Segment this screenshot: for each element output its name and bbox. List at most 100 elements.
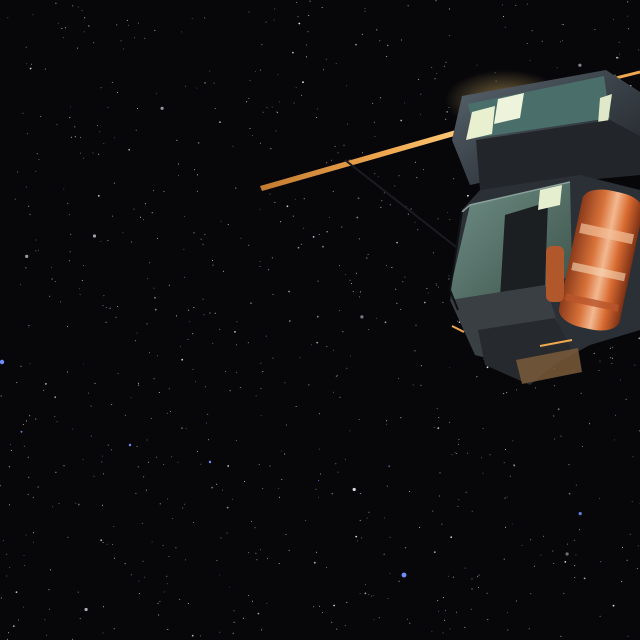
star-icon: [361, 537, 363, 539]
star-icon: [239, 387, 241, 388]
star-icon: [195, 381, 196, 383]
star-icon: [67, 536, 69, 538]
star-icon: [105, 321, 107, 323]
star-icon: [578, 511, 582, 516]
body-dark-slot: [500, 202, 548, 298]
star-icon: [204, 82, 206, 84]
star-icon: [138, 382, 140, 384]
star-icon: [258, 464, 260, 465]
star-icon: [333, 604, 335, 607]
star-icon: [266, 603, 268, 604]
star-icon: [436, 408, 438, 410]
star-icon: [0, 395, 2, 397]
star-icon: [563, 592, 565, 594]
star-icon: [535, 387, 537, 389]
star-icon: [268, 269, 270, 271]
star-icon: [464, 567, 466, 569]
foil-tank: [558, 189, 640, 331]
star-icon: [27, 456, 29, 458]
star-icon: [573, 539, 575, 541]
star-icon: [341, 226, 343, 228]
star-icon: [107, 444, 109, 446]
star-icon: [326, 162, 328, 164]
star-icon: [271, 106, 273, 108]
star-icon: [437, 600, 439, 602]
star-icon: [386, 56, 388, 57]
star-icon: [337, 375, 339, 377]
star-icon: [562, 24, 564, 26]
star-icon: [29, 214, 31, 216]
star-icon: [144, 576, 146, 578]
star-icon: [368, 593, 370, 595]
star-icon: [634, 364, 636, 366]
star-icon: [553, 562, 555, 564]
star-icon: [277, 112, 278, 114]
star-icon: [302, 81, 304, 84]
star-icon: [200, 635, 201, 637]
star-icon: [621, 581, 623, 583]
star-icon: [380, 207, 382, 209]
star-icon: [44, 68, 46, 70]
star-icon: [79, 152, 81, 154]
star-icon: [57, 22, 59, 24]
star-icon: [303, 198, 305, 200]
star-icon: [25, 254, 29, 258]
star-icon: [489, 454, 491, 456]
star-icon: [135, 492, 137, 494]
star-icon: [503, 558, 505, 560]
star-icon: [471, 588, 473, 590]
star-icon: [187, 339, 189, 340]
star-icon: [202, 243, 204, 245]
star-icon: [351, 283, 352, 285]
star-icon: [81, 10, 83, 12]
star-icon: [315, 117, 317, 118]
star-icon: [308, 384, 310, 386]
star-icon: [113, 526, 115, 527]
star-icon: [320, 473, 321, 475]
star-icon: [146, 278, 148, 280]
star-icon: [503, 393, 505, 395]
star-icon: [448, 278, 450, 280]
star-icon: [414, 350, 416, 352]
star-icon: [531, 30, 533, 32]
star-icon: [248, 97, 250, 99]
star-icon: [131, 241, 133, 243]
star-icon: [101, 504, 103, 506]
star-icon: [193, 232, 195, 234]
star-icon: [247, 595, 249, 596]
star-icon: [69, 251, 71, 253]
star-icon: [25, 186, 27, 188]
star-icon: [48, 589, 50, 591]
star-icon: [29, 363, 31, 365]
star-icon: [609, 347, 611, 349]
star-icon: [46, 634, 48, 636]
star-icon: [556, 67, 558, 69]
star-icon: [335, 375, 337, 377]
star-icon: [102, 305, 104, 307]
star-icon: [564, 561, 567, 563]
star-icon: [613, 18, 614, 20]
star-icon: [326, 566, 328, 568]
star-icon: [189, 321, 191, 323]
star-icon: [305, 519, 307, 521]
star-icon: [335, 463, 337, 465]
star-icon: [316, 315, 319, 318]
star-icon: [376, 29, 378, 31]
star-icon: [176, 139, 178, 141]
star-icon: [516, 389, 517, 391]
star-icon: [626, 559, 628, 561]
star-icon: [32, 14, 34, 16]
star-icon: [368, 329, 370, 330]
star-icon: [321, 612, 323, 613]
star-icon: [486, 366, 489, 369]
star-icon: [260, 362, 262, 364]
star-icon: [214, 312, 216, 314]
star-icon: [163, 464, 165, 465]
star-icon: [168, 388, 170, 390]
star-icon: [578, 63, 582, 67]
star-icon: [143, 476, 145, 478]
star-icon: [322, 245, 324, 248]
star-icon: [137, 466, 139, 468]
star-icon: [234, 331, 236, 333]
star-icon: [196, 174, 198, 176]
